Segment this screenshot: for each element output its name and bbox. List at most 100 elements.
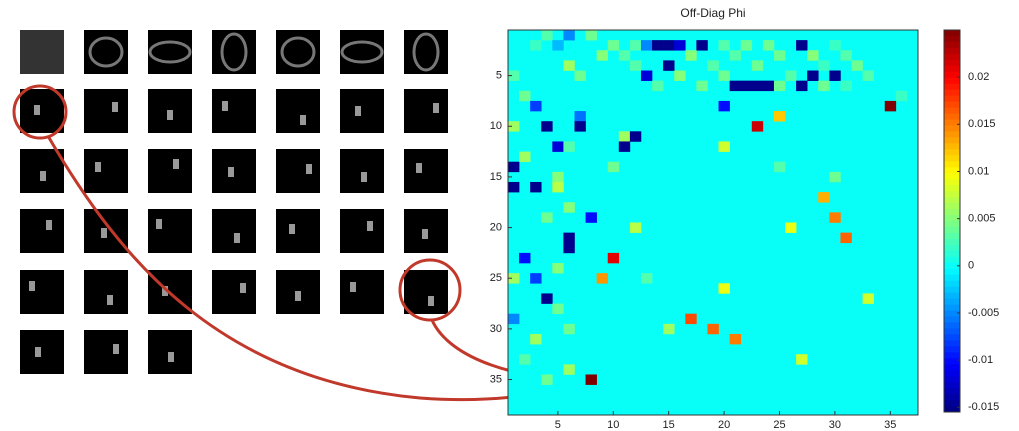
chart-title: Off-Diag Phi [680,6,745,20]
thumbnail [340,149,384,193]
thumbnail-shape [95,162,101,172]
y-tick-label: 20 [490,221,502,233]
y-tick-label: 15 [490,171,502,183]
colorbar-segment [944,143,960,149]
colorbar-segment [944,209,960,215]
colorbar-tick-label: -0.015 [968,401,999,413]
heatmap-cell [796,81,807,91]
thumbnail-shape [35,347,41,357]
heatmap-cell [829,40,840,50]
thumbnail-grid [20,30,448,374]
heatmap-cell [696,81,707,91]
thumbnail-shape [107,295,113,305]
thumbnail-shape [306,164,312,174]
heatmap-cell [519,253,530,263]
heatmap-cell [519,354,530,364]
colorbar-segment [944,328,960,334]
colorbar-segment [944,299,960,305]
heatmap-cell [663,40,674,50]
thumbnail-shape [29,281,35,291]
thumbnail-shape [355,106,361,116]
heatmap-cell [541,293,552,303]
colorbar-tick-label: 0.02 [968,71,989,83]
colorbar-segment [944,376,960,382]
heatmap-cell [530,273,541,283]
heatmap-cell [619,141,630,151]
colorbar-segment [944,233,960,239]
thumbnail-shape [167,110,173,120]
colorbar-segment [944,269,960,275]
colorbar-segment [944,388,960,394]
thumbnail [340,270,384,314]
colorbar-segment [944,173,960,179]
colorbar-segment [944,334,960,340]
heatmap-cell [508,182,519,192]
heatmap-cell [574,121,585,131]
colorbar-segment [944,78,960,84]
heatmap-cell [818,192,829,202]
thumbnail-shape [295,291,301,301]
y-tick-label: 10 [490,120,502,132]
thumbnail-shape [173,159,179,169]
colorbar-tick-label: -0.005 [968,307,999,319]
colorbar-segment [944,221,960,227]
thumbnail-shape [300,115,306,125]
colorbar-segment [944,394,960,400]
y-tick-label: 35 [490,373,502,385]
colorbar-segment [944,161,960,167]
heatmap-cell [707,60,718,70]
thumbnail [84,149,128,193]
heatmap-cell [519,152,530,162]
heatmap-cell [530,40,541,50]
colorbar-segment [944,167,960,173]
colorbar-tick-label: 0.015 [968,118,996,130]
heatmap-cell [508,162,519,172]
heatmap-cell [663,60,674,70]
heatmap-cell [563,30,574,40]
heatmap-cell [563,324,574,334]
heatmap-cell [719,141,730,151]
colorbar-segment [944,120,960,126]
heatmap-cell [829,212,840,222]
heatmap-cell [807,71,818,81]
colorbar-segment [944,281,960,287]
heatmap-cell [552,304,563,314]
heatmap-cell [796,40,807,50]
thumbnail [84,270,128,314]
thumbnail-shape [156,219,162,229]
plot-background [508,30,918,415]
heatmap-cell [608,40,619,50]
y-tick-label: 30 [490,323,502,335]
thumbnail [276,89,320,133]
colorbar-segment [944,66,960,72]
colorbar-segment [944,203,960,209]
heatmap-cell [863,293,874,303]
colorbar-segment [944,239,960,245]
heatmap-cell [530,334,541,344]
colorbar-tick-label: 0 [968,260,974,272]
heatmap-cell [597,50,608,60]
heatmap-cell [719,40,730,50]
thumbnail [212,209,256,253]
heatmap-cell [652,40,663,50]
heatmap-cell [685,314,696,324]
thumbnail-shape [40,171,46,181]
heatmap-cell [563,202,574,212]
thumbnail-shape [168,352,174,362]
heatmap-cell [752,60,763,70]
heatmap-cell [730,334,741,344]
heatmap-cell [774,50,785,60]
colorbar-segment [944,340,960,346]
colorbar-segment [944,42,960,48]
colorbar-tick-label: -0.01 [968,354,993,366]
colorbar-segment [944,96,960,102]
heatmap-cell [563,233,574,243]
x-tick-label: 10 [607,419,619,431]
colorbar-segment [944,293,960,299]
heatmap-cell [641,40,652,50]
heatmap-cell [619,131,630,141]
colorbar-segment [944,185,960,191]
heatmap-cell [663,324,674,334]
heatmap-cell [719,101,730,111]
colorbar-segment [944,257,960,263]
